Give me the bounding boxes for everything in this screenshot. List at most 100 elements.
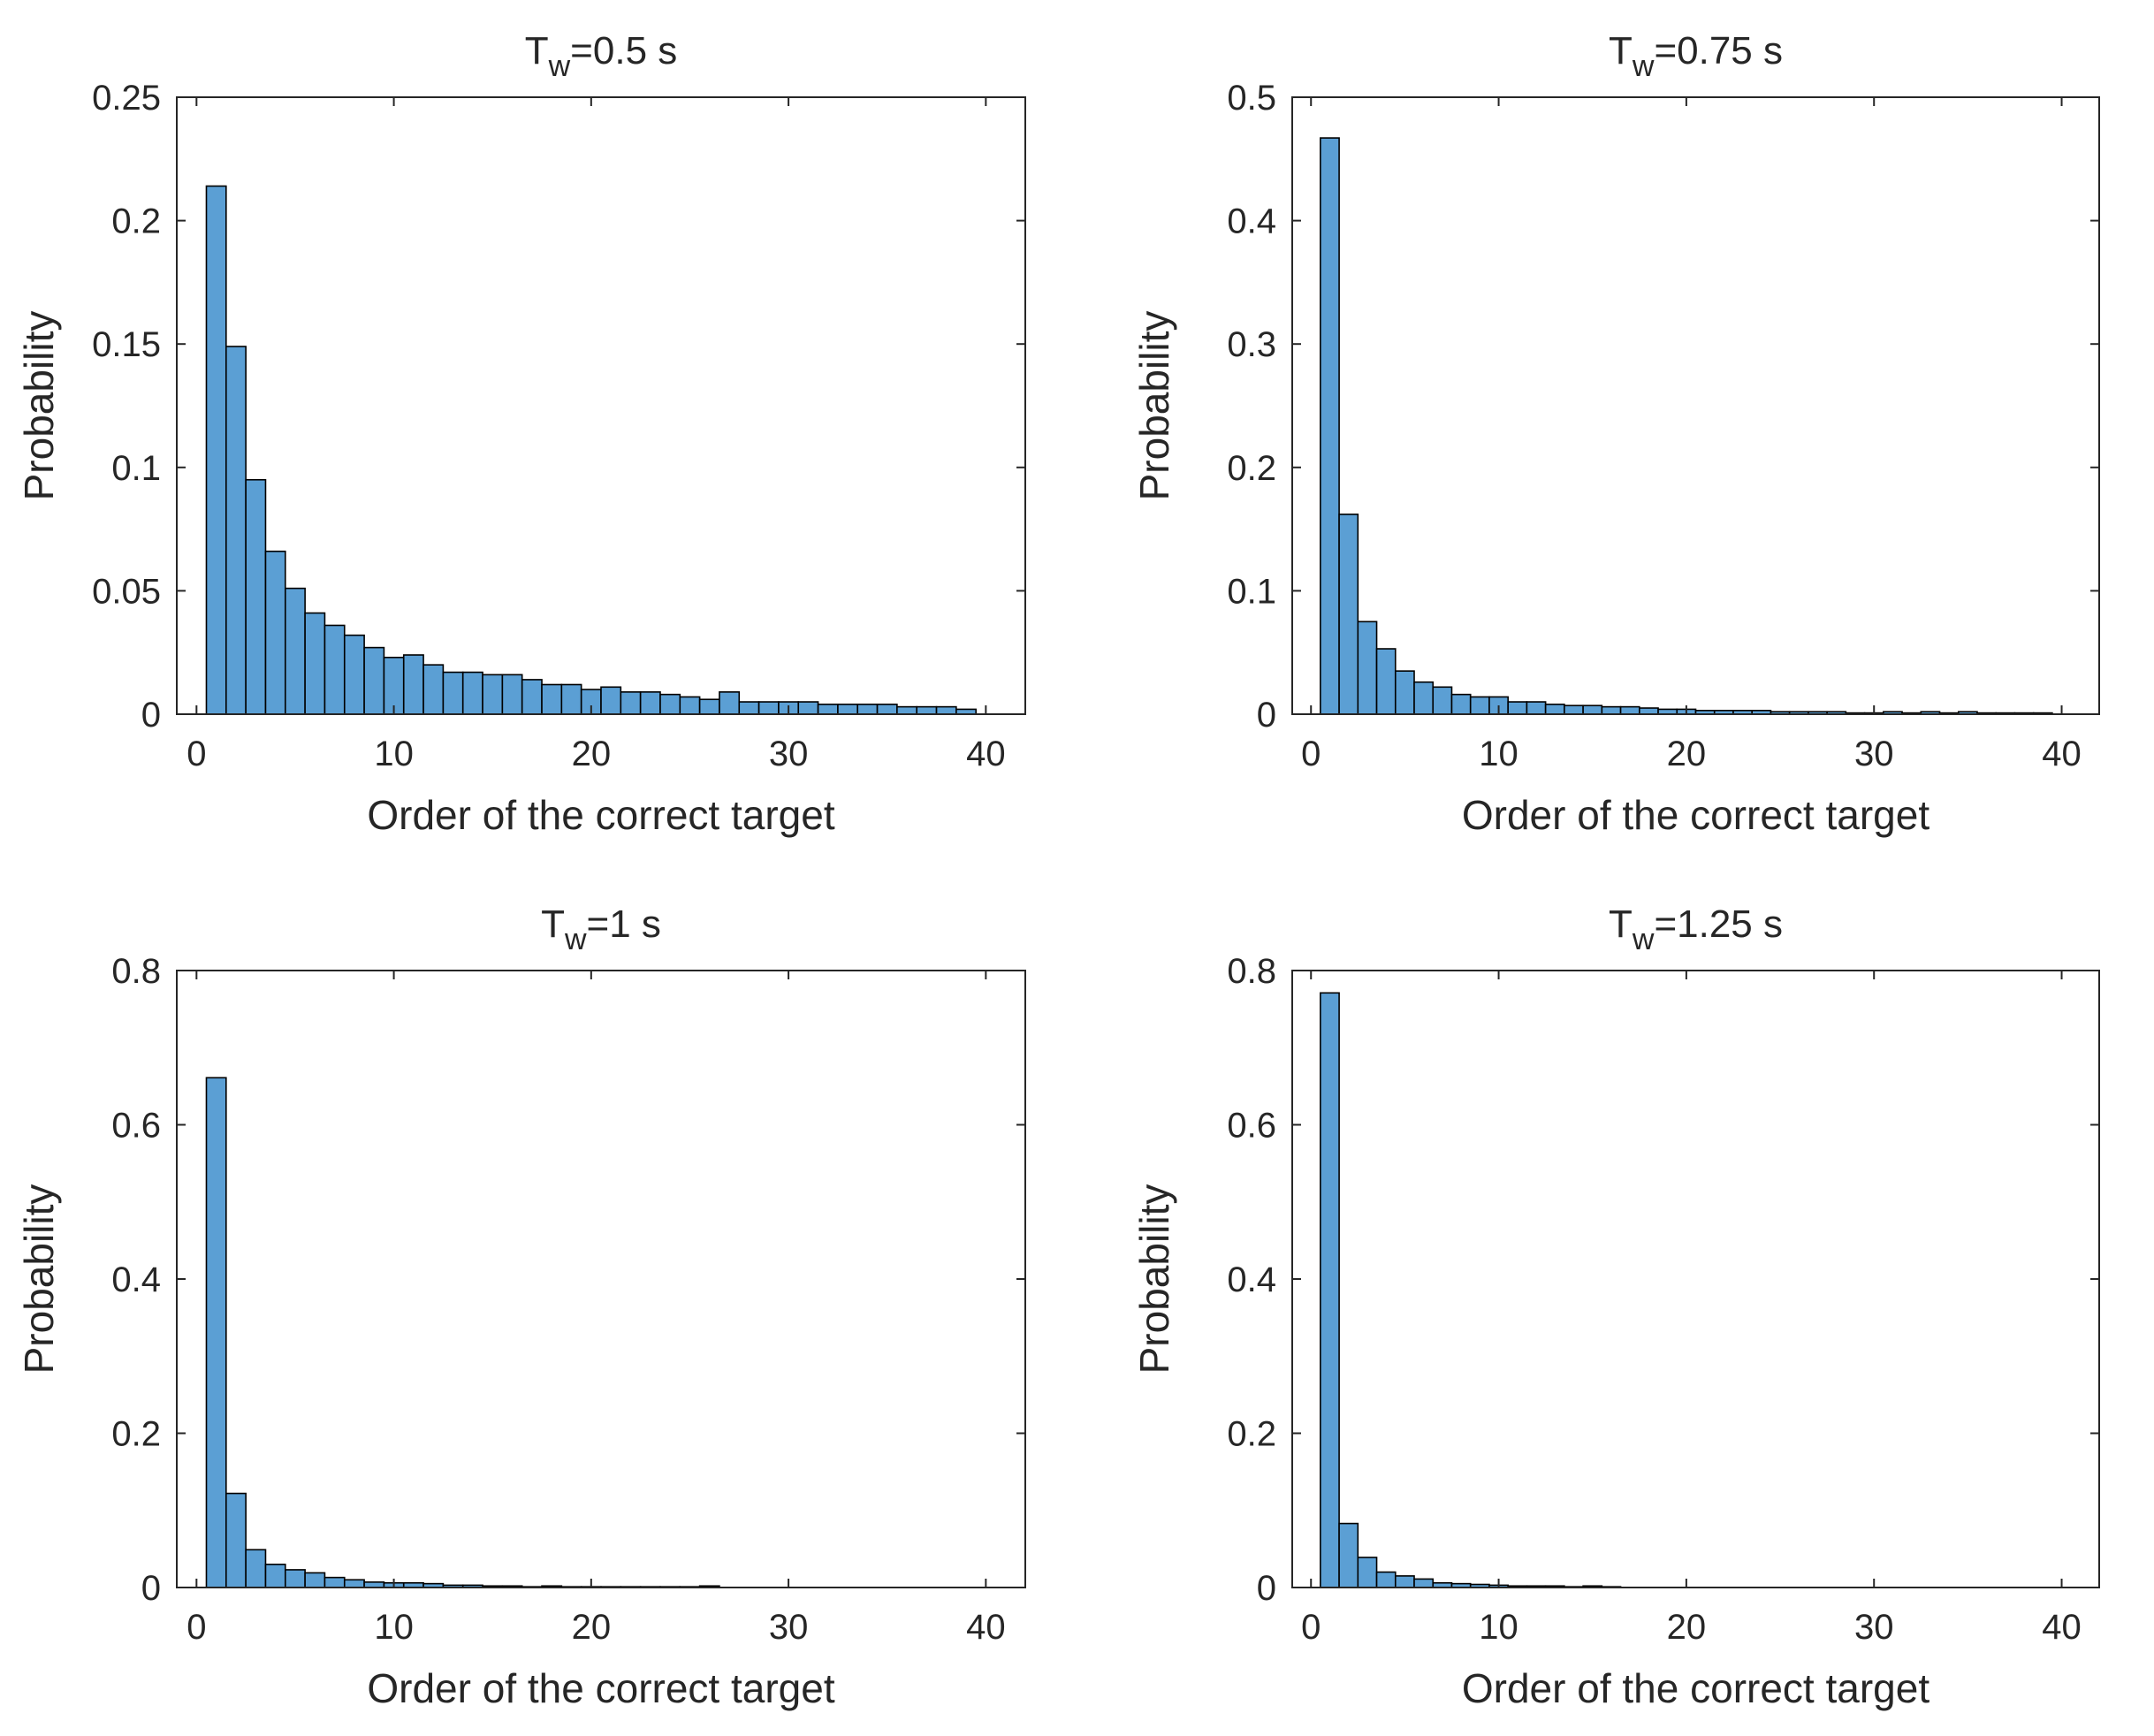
histogram-bar	[560, 683, 582, 715]
y-tick-label: 0	[141, 1569, 161, 1608]
y-tick-label: 0.8	[1227, 952, 1276, 991]
y-tick-label: 0	[1257, 696, 1276, 735]
histogram-bar	[1320, 137, 1340, 715]
x-tick-label: 30	[1854, 735, 1894, 773]
histogram-bar	[1639, 707, 1659, 715]
histogram-bar	[1526, 701, 1547, 715]
y-tick-label: 0.1	[111, 449, 161, 488]
histogram-bar	[422, 664, 445, 715]
histogram-bar	[225, 346, 247, 715]
y-tick-label: 0.6	[111, 1107, 161, 1146]
histogram-bar	[659, 693, 681, 715]
histogram-bar	[1564, 704, 1584, 715]
y-tick-label: 0.2	[1227, 1415, 1276, 1454]
histogram-bar	[600, 686, 622, 715]
histogram-bar	[876, 704, 898, 715]
histogram-bar	[363, 646, 385, 715]
histogram-bar	[205, 185, 227, 715]
x-tick-label: 10	[1479, 1608, 1518, 1647]
histogram-bar	[1582, 704, 1603, 715]
x-tick-label: 30	[769, 1608, 809, 1647]
chart-title: Tw=0.75 s	[1609, 29, 1783, 83]
histogram-bar	[1601, 705, 1622, 715]
histogram-bar	[817, 704, 839, 715]
subplot-2: 0 10 20 30 40 0 0.1 0.2 0.3 0.4 0.5 Tw=0.75 s Order …	[1131, 29, 2100, 838]
bars	[1320, 992, 1622, 1588]
histogram-bar	[1375, 1571, 1397, 1588]
histogram-bar	[856, 704, 879, 715]
histogram-bar	[916, 705, 938, 715]
histogram-bar	[1432, 686, 1453, 715]
histogram-bar	[1320, 992, 1340, 1588]
y-tick-label: 0.5	[1227, 79, 1276, 118]
x-tick-label: 20	[572, 735, 612, 773]
x-tick-label: 0	[186, 735, 206, 773]
histogram-bar	[205, 1077, 227, 1588]
histogram-bar	[738, 701, 760, 715]
x-axis-label: Order of the correct target	[1462, 1665, 1929, 1711]
histogram-bar	[343, 1579, 365, 1588]
y-tick-label: 0.15	[92, 325, 161, 364]
x-axis-label: Order of the correct target	[367, 1665, 834, 1711]
chart-title: Tw=0.5 s	[525, 29, 678, 83]
x-tick-label: 20	[572, 1608, 612, 1647]
histogram-bar	[245, 478, 267, 715]
histogram-bar	[225, 1492, 247, 1588]
histogram-bar	[620, 691, 642, 715]
y-tick-label: 0	[141, 696, 161, 735]
x-tick-label: 20	[1667, 1608, 1707, 1647]
histogram-bar	[1357, 621, 1378, 715]
x-tick-label: 0	[1301, 1608, 1321, 1647]
histogram-bar	[284, 1569, 306, 1588]
histogram-bar	[501, 674, 523, 715]
histogram-bar	[461, 671, 483, 715]
histogram-bar	[1375, 648, 1397, 715]
histogram-bar	[304, 1572, 326, 1588]
y-axis-label: Probability	[1131, 1184, 1177, 1374]
plot-area	[1292, 971, 2099, 1588]
histogram-bar	[1544, 704, 1565, 715]
x-tick-label: 10	[374, 1608, 414, 1647]
histogram-bar	[797, 701, 819, 715]
y-tick-label: 0.4	[1227, 202, 1276, 241]
histogram-bar	[541, 683, 563, 715]
histogram-bar	[402, 654, 424, 715]
y-tick-label: 0.1	[1227, 572, 1276, 611]
x-axis-label: Order of the correct target	[367, 792, 834, 838]
y-tick-label: 0.05	[92, 572, 161, 611]
bars	[205, 185, 977, 715]
histogram-bar	[639, 691, 661, 715]
histogram-bar	[1357, 1557, 1378, 1588]
subplot-4: 0 10 20 30 40 0 0.2 0.4 0.6 0.8 Tw=1.25 s Order of …	[1131, 902, 2100, 1711]
histogram-bar	[896, 705, 918, 715]
histogram-bar	[1450, 693, 1472, 715]
histogram-bar	[245, 1549, 267, 1588]
y-axis-label: Probability	[16, 311, 62, 501]
histogram-bar	[1469, 696, 1490, 715]
y-tick-label: 0.6	[1227, 1107, 1276, 1146]
x-tick-label: 40	[966, 735, 1006, 773]
y-tick-label: 0.4	[111, 1260, 161, 1299]
y-axis-label: Probability	[16, 1184, 62, 1374]
x-tick-label: 10	[374, 735, 414, 773]
x-tick-label: 40	[2042, 735, 2082, 773]
x-tick-label: 20	[1667, 735, 1707, 773]
subplot-3: 0 10 20 30 40 0 0.2 0.4 0.6 0.8 Tw=1 s Order of the…	[16, 902, 1026, 1711]
axes-frame	[1291, 96, 2100, 715]
y-tick-label: 0.4	[1227, 1260, 1276, 1299]
histogram-bar	[698, 698, 720, 715]
histogram-bar	[1507, 701, 1528, 715]
histogram-bar	[1338, 1522, 1359, 1588]
x-tick-label: 40	[2042, 1608, 2082, 1647]
x-tick-label: 40	[966, 1608, 1006, 1647]
histogram-bar	[1338, 514, 1359, 715]
chart-title: Tw=1 s	[541, 902, 661, 956]
histogram-bar	[837, 704, 859, 715]
histogram-bar	[1413, 1578, 1435, 1588]
histogram-bar	[521, 679, 543, 715]
x-tick-label: 30	[769, 735, 809, 773]
plot-area	[177, 971, 1025, 1588]
y-axis-label: Probability	[1131, 311, 1177, 501]
histogram-bar	[757, 701, 780, 715]
histogram-bar	[482, 674, 504, 715]
